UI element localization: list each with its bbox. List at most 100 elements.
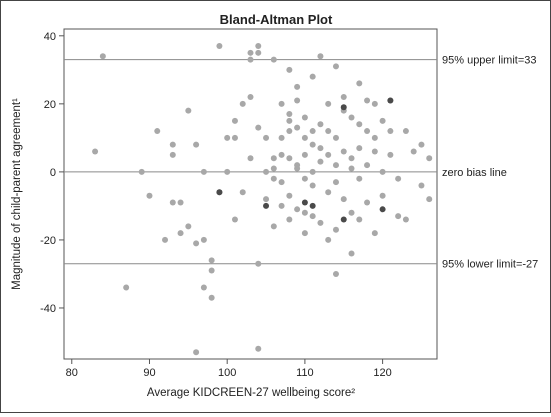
- data-point: [154, 128, 161, 135]
- data-point: [224, 168, 231, 175]
- data-point: [270, 223, 277, 230]
- data-point: [247, 155, 254, 162]
- data-point: [317, 145, 324, 152]
- data-point: [340, 196, 347, 203]
- data-point: [309, 73, 316, 80]
- data-point: [340, 94, 347, 101]
- data-point: [278, 100, 285, 107]
- data-point: [356, 145, 363, 152]
- x-tick-label: 110: [296, 367, 314, 379]
- data-point: [138, 168, 145, 175]
- data-point: [224, 134, 231, 141]
- data-point: [371, 134, 378, 141]
- data-point: [309, 128, 316, 135]
- data-point: [379, 117, 386, 124]
- data-point: [278, 151, 285, 158]
- data-point: [395, 213, 402, 220]
- data-point: [162, 236, 169, 243]
- data-point: [348, 250, 355, 257]
- data-point: [247, 56, 254, 63]
- data-point: [263, 168, 270, 175]
- data-point: [301, 209, 308, 216]
- y-tick-label: -20: [40, 235, 56, 247]
- data-point: [193, 240, 200, 247]
- data-point: [193, 141, 200, 148]
- data-point: [231, 134, 238, 141]
- data-point: [200, 168, 207, 175]
- data-point: [332, 63, 339, 70]
- data-point: [294, 83, 301, 90]
- highlighted-data-point: [340, 216, 347, 223]
- data-point: [340, 148, 347, 155]
- x-tick-label: 80: [66, 367, 78, 379]
- data-point: [379, 192, 386, 199]
- data-point: [317, 219, 324, 226]
- reference-lines: 95% upper limit=33 zero bias line 95% lowe…: [64, 55, 538, 271]
- data-point: [185, 223, 192, 230]
- data-point: [294, 162, 301, 169]
- data-point: [177, 230, 184, 237]
- data-point: [208, 267, 215, 274]
- data-point: [270, 175, 277, 182]
- data-point: [325, 151, 332, 158]
- data-point: [379, 168, 386, 175]
- data-point: [356, 121, 363, 128]
- data-point: [146, 192, 153, 199]
- data-point: [301, 151, 308, 158]
- y-axis-label: Magnitude of child-parent agreement¹: [11, 98, 23, 290]
- y-tick-label: 20: [44, 99, 56, 111]
- data-point: [239, 100, 246, 107]
- data-point: [255, 49, 262, 56]
- data-point: [286, 111, 293, 118]
- plot-area: [63, 28, 438, 360]
- data-point: [325, 100, 332, 107]
- data-point: [255, 124, 262, 131]
- data-point: [317, 53, 324, 60]
- data-point: [294, 97, 301, 104]
- data-point: [309, 141, 316, 148]
- data-point: [286, 66, 293, 73]
- data-point: [301, 175, 308, 182]
- data-point: [208, 257, 215, 264]
- data-point: [332, 134, 339, 141]
- data-point: [123, 284, 130, 291]
- chart-title: Bland-Altman Plot: [220, 12, 333, 27]
- data-point: [418, 182, 425, 189]
- data-point: [387, 151, 394, 158]
- data-point: [270, 56, 277, 63]
- x-tick-label: 120: [373, 367, 391, 379]
- x-tick-label: 90: [143, 367, 155, 379]
- reference-line-label: 95% upper limit=33: [442, 55, 536, 67]
- data-point: [332, 162, 339, 169]
- data-point: [348, 165, 355, 172]
- data-point: [332, 226, 339, 233]
- data-point: [364, 97, 371, 104]
- data-point: [239, 189, 246, 196]
- highlighted-data-point: [340, 104, 347, 111]
- data-point: [99, 53, 106, 60]
- data-point: [301, 134, 308, 141]
- y-axis-ticks: 40 20 0 -20 -40: [40, 31, 64, 315]
- reference-line-label: 95% lower limit=-27: [442, 259, 538, 271]
- data-point: [348, 209, 355, 216]
- data-point: [426, 155, 433, 162]
- data-point: [263, 196, 270, 203]
- data-point: [356, 175, 363, 182]
- data-point: [247, 94, 254, 101]
- x-axis-label: Average KIDCREEN-27 wellbeing score²: [147, 387, 355, 399]
- data-point: [169, 141, 176, 148]
- data-point: [325, 128, 332, 135]
- data-point: [286, 128, 293, 135]
- data-point: [356, 216, 363, 223]
- data-point: [309, 213, 316, 220]
- reference-line-label: zero bias line: [442, 167, 507, 179]
- data-point: [200, 236, 207, 243]
- data-point: [286, 192, 293, 199]
- data-point: [418, 141, 425, 148]
- highlighted-data-point: [387, 97, 394, 104]
- data-point: [410, 148, 417, 155]
- data-point: [371, 100, 378, 107]
- data-point: [231, 117, 238, 124]
